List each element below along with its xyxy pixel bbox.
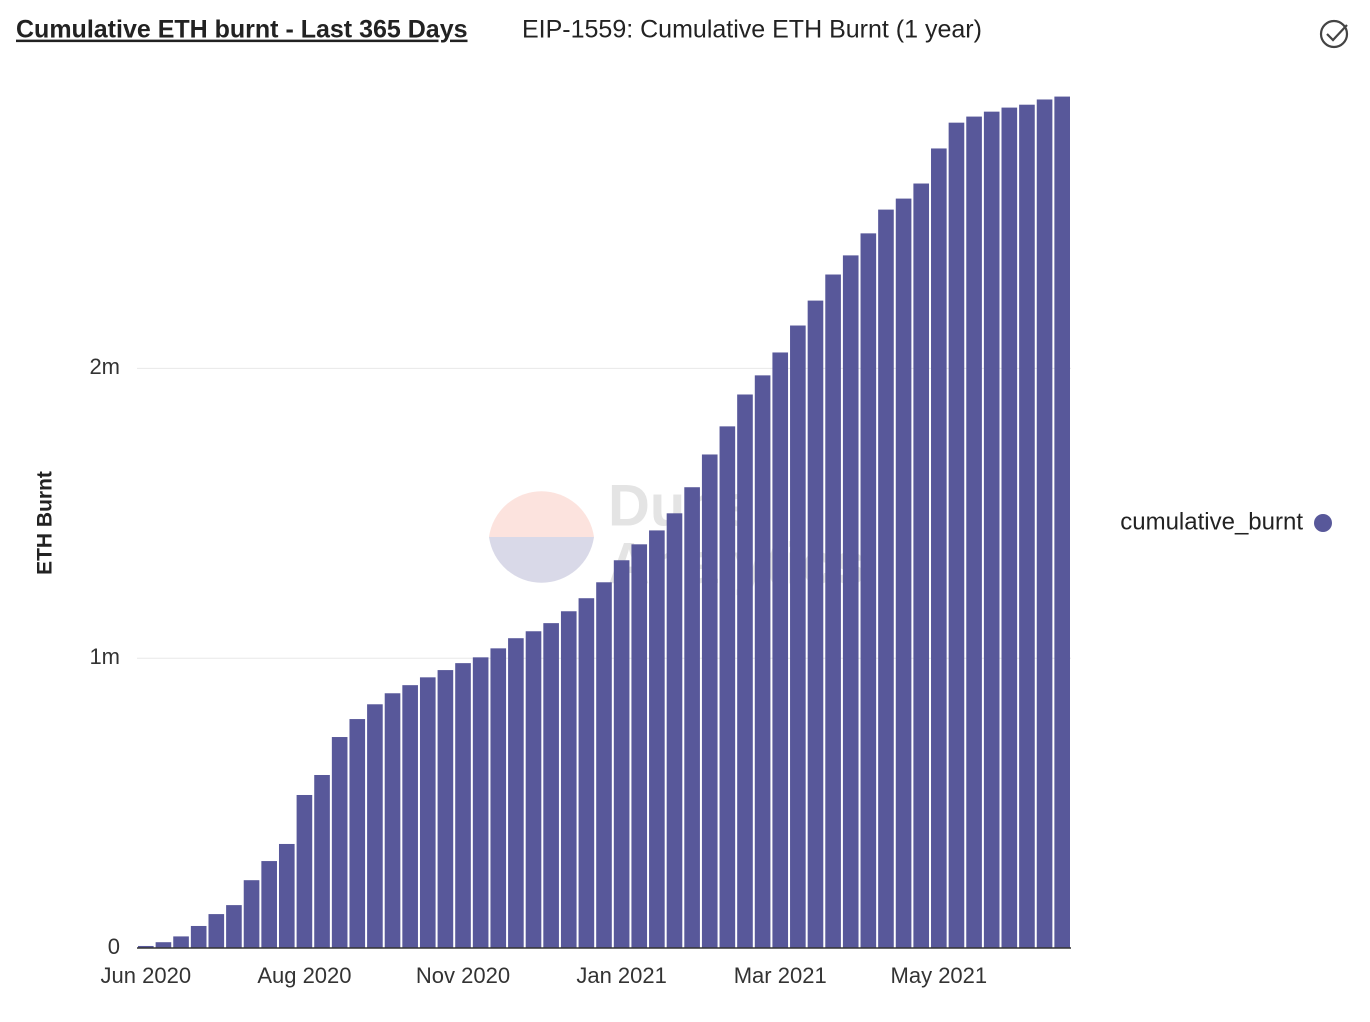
bar xyxy=(578,598,595,948)
bar xyxy=(208,914,225,948)
x-tick-label: Jan 2021 xyxy=(576,963,667,988)
bar xyxy=(490,648,507,948)
bar xyxy=(525,631,542,948)
bar xyxy=(314,774,330,948)
check-icon[interactable] xyxy=(1319,19,1349,49)
bar xyxy=(226,905,242,948)
bar xyxy=(472,657,489,948)
bar xyxy=(1036,99,1053,949)
bar xyxy=(701,454,718,948)
x-tick-label: May 2021 xyxy=(891,963,988,988)
bar xyxy=(1001,107,1018,948)
bar xyxy=(613,560,630,948)
chart-subtitle: EIP-1559: Cumulative ETH Burnt (1 year) xyxy=(522,16,982,44)
bar xyxy=(895,198,912,948)
bar xyxy=(455,663,471,948)
bar xyxy=(737,394,753,948)
bar xyxy=(437,670,454,948)
y-axis-label: ETH Burnt xyxy=(34,471,57,575)
x-tick-label: Aug 2020 xyxy=(257,963,351,988)
bar xyxy=(596,582,612,948)
bar xyxy=(666,513,683,948)
bar xyxy=(913,183,930,948)
bar xyxy=(948,122,965,948)
bar xyxy=(684,487,700,948)
bar xyxy=(331,737,348,948)
bar xyxy=(649,530,665,948)
bar xyxy=(402,685,418,948)
bar xyxy=(1054,96,1070,948)
bar xyxy=(1019,104,1035,949)
bar xyxy=(966,116,982,949)
bar xyxy=(931,148,947,948)
bar xyxy=(278,843,295,948)
bar xyxy=(261,861,277,948)
bar xyxy=(842,255,859,948)
bar xyxy=(190,925,207,948)
x-tick-label: Jun 2020 xyxy=(101,963,192,988)
bar xyxy=(825,274,841,948)
bar xyxy=(508,638,524,948)
bar xyxy=(772,352,789,949)
legend-label: cumulative_burnt xyxy=(1120,508,1303,535)
bar xyxy=(367,704,383,948)
bar xyxy=(560,611,577,948)
bar xyxy=(790,325,806,948)
chart-title[interactable]: Cumulative ETH burnt - Last 365 Days xyxy=(16,16,468,44)
bar xyxy=(419,677,436,948)
bar xyxy=(983,111,1000,948)
y-tick-label: 0 xyxy=(108,934,120,959)
y-tick-label: 2m xyxy=(89,354,120,379)
bar xyxy=(243,880,260,948)
bar xyxy=(173,936,189,948)
bar xyxy=(754,375,771,948)
x-tick-label: Mar 2021 xyxy=(734,963,827,988)
y-tick-label: 1m xyxy=(89,644,120,669)
bar xyxy=(384,693,401,948)
bar xyxy=(860,233,877,948)
bar xyxy=(631,544,648,948)
bar xyxy=(349,719,366,948)
x-tick-label: Nov 2020 xyxy=(416,963,510,988)
bar xyxy=(543,623,559,948)
bar xyxy=(155,942,172,948)
bar xyxy=(878,209,894,949)
legend-marker xyxy=(1314,514,1332,532)
bar xyxy=(138,945,154,948)
bar xyxy=(719,426,736,949)
bar xyxy=(296,794,313,948)
bar xyxy=(807,300,824,948)
